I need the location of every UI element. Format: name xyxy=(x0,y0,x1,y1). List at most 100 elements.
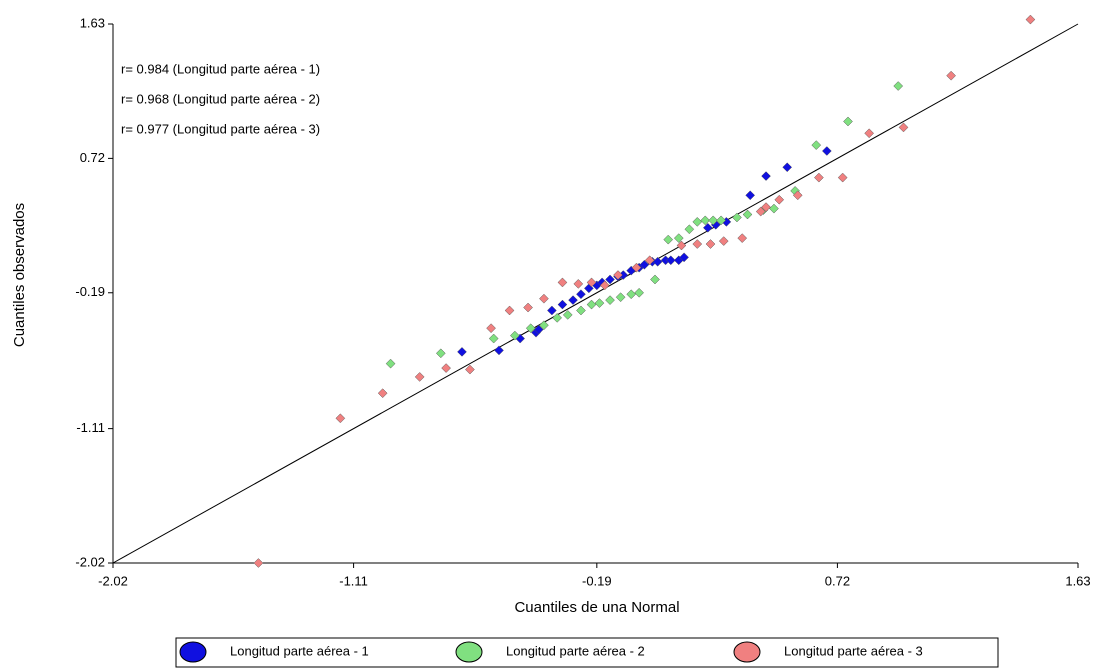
point xyxy=(562,310,573,320)
point xyxy=(716,215,726,226)
point xyxy=(761,202,771,212)
point xyxy=(510,330,520,341)
point xyxy=(898,122,909,133)
point xyxy=(539,320,549,331)
point xyxy=(792,190,803,201)
annotation: r= 0.984 (Longitud parte aérea - 1) xyxy=(121,61,320,76)
point xyxy=(665,255,676,266)
point xyxy=(644,255,655,266)
point xyxy=(692,217,703,227)
point xyxy=(385,358,396,369)
point xyxy=(1025,14,1036,25)
point xyxy=(769,203,779,214)
point xyxy=(718,236,729,246)
point xyxy=(626,289,637,300)
point xyxy=(605,274,615,285)
point xyxy=(692,239,703,249)
legend-box xyxy=(175,637,999,668)
point xyxy=(737,233,748,243)
point xyxy=(814,172,824,183)
point xyxy=(613,270,623,280)
point xyxy=(703,222,713,233)
point xyxy=(414,372,425,382)
point xyxy=(557,277,568,288)
x-tick-label: 1.63 xyxy=(1065,573,1090,588)
point xyxy=(599,280,610,291)
x-axis-title: Cuantiles de una Normal xyxy=(514,599,679,616)
point xyxy=(663,234,674,245)
point xyxy=(335,413,346,424)
point xyxy=(742,209,753,220)
point xyxy=(488,333,499,344)
point xyxy=(684,224,695,235)
point xyxy=(465,364,475,375)
point xyxy=(594,298,605,308)
point xyxy=(676,240,687,251)
point xyxy=(547,305,557,316)
point xyxy=(494,345,504,356)
point xyxy=(253,558,264,568)
legend-marker xyxy=(733,641,761,663)
point xyxy=(705,239,716,249)
point xyxy=(377,388,388,399)
point xyxy=(782,162,793,173)
x-tick-label: -0.19 xyxy=(582,573,612,588)
legend-label: Longitud parte aérea - 2 xyxy=(506,643,645,658)
point xyxy=(811,140,822,150)
point xyxy=(700,215,711,226)
reference-line xyxy=(112,23,1079,564)
point xyxy=(586,299,597,310)
y-tick-label: -2.02 xyxy=(75,554,105,569)
point xyxy=(486,323,496,334)
point xyxy=(761,171,771,181)
point xyxy=(708,215,719,226)
point xyxy=(837,172,848,183)
y-tick-label: -0.19 xyxy=(75,284,105,299)
point xyxy=(573,279,584,289)
point xyxy=(504,305,515,316)
point xyxy=(557,299,568,310)
point xyxy=(946,70,956,81)
point xyxy=(539,293,549,304)
y-axis-title: Cuantiles observados xyxy=(11,203,28,347)
point xyxy=(576,289,586,300)
point xyxy=(673,233,684,243)
point xyxy=(893,81,904,91)
annotation: r= 0.968 (Longitud parte aérea - 2) xyxy=(121,91,320,106)
point xyxy=(864,128,874,139)
point xyxy=(457,346,467,357)
point xyxy=(568,295,578,305)
point xyxy=(745,190,756,201)
y-tick-label: 0.72 xyxy=(80,150,105,165)
point xyxy=(552,313,563,323)
point xyxy=(652,256,663,267)
point xyxy=(755,206,766,217)
y-tick-label: 1.63 xyxy=(80,15,105,30)
point xyxy=(586,277,597,288)
point xyxy=(843,116,853,127)
x-tick-label: 0.72 xyxy=(825,573,850,588)
point xyxy=(821,146,832,156)
point xyxy=(679,252,689,263)
point xyxy=(576,305,586,316)
point xyxy=(634,287,644,298)
point xyxy=(650,274,660,285)
legend-marker xyxy=(455,641,483,663)
y-tick-label: -1.11 xyxy=(76,420,105,435)
point xyxy=(525,323,536,334)
point xyxy=(605,295,615,305)
point xyxy=(435,348,446,359)
point xyxy=(533,324,544,335)
point xyxy=(615,292,626,303)
legend-label: Longitud parte aérea - 3 xyxy=(784,643,923,658)
annotation: r= 0.977 (Longitud parte aérea - 3) xyxy=(121,121,320,136)
point xyxy=(732,212,742,223)
point xyxy=(774,194,785,205)
point xyxy=(631,262,642,273)
x-tick-label: -2.02 xyxy=(98,573,128,588)
point xyxy=(639,259,650,270)
point xyxy=(441,363,451,373)
x-tick-label: -1.11 xyxy=(339,573,368,588)
